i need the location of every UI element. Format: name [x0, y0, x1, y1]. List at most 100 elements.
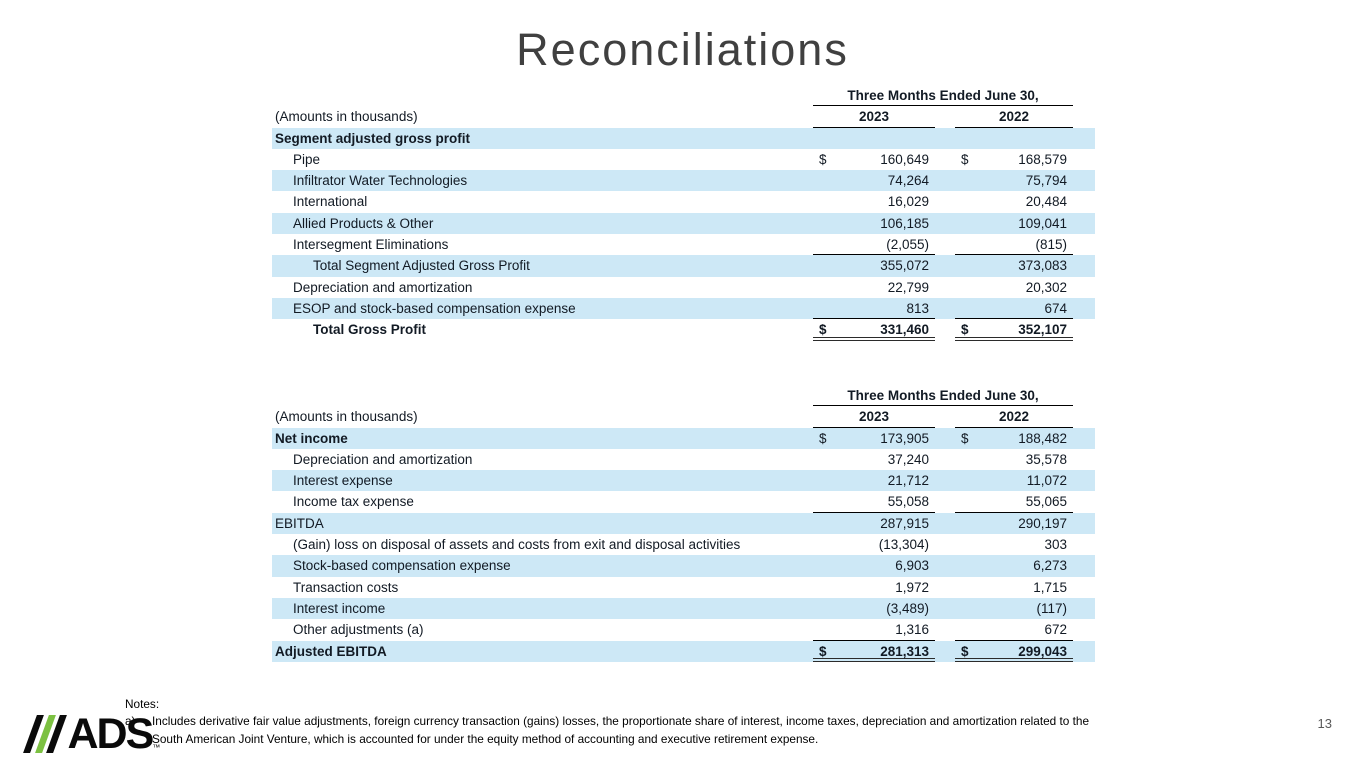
value-number: 16,029	[887, 194, 929, 210]
value-cell: 20,302	[955, 277, 1073, 298]
value-cell: 106,185	[813, 213, 935, 234]
value-cell: $352,107	[955, 319, 1073, 341]
row-tail	[1073, 470, 1095, 491]
value-number: 160,649	[880, 151, 929, 167]
page-title: Reconciliations	[516, 24, 849, 75]
row-label: Segment adjusted gross profit	[275, 130, 471, 146]
value-cell: 35,578	[955, 449, 1073, 470]
column-gap	[935, 319, 955, 340]
table-header-row: Three Months Ended June 30,	[272, 385, 1095, 407]
row-tail	[1073, 234, 1095, 255]
dollar-sign: $	[961, 322, 969, 338]
value-number: (3,489)	[886, 600, 929, 616]
row-label: Interest income	[293, 600, 386, 616]
value-number: 21,712	[887, 473, 929, 489]
value-number: 55,065	[1025, 494, 1067, 510]
row-tail	[1073, 428, 1095, 449]
table-row: Infiltrator Water Technologies 74,264 75,7…	[272, 170, 1095, 192]
value-number: (13,304)	[878, 537, 929, 553]
value-number: 173,905	[880, 430, 929, 446]
value-cell: $299,043	[955, 641, 1073, 662]
value-number: 290,197	[1018, 515, 1067, 531]
column-gap	[935, 170, 955, 191]
value-cell: 11,072	[955, 470, 1073, 491]
row-label: Net income	[275, 430, 348, 446]
table-header-row: (Amounts in thousands) 2023 2022	[272, 406, 1095, 428]
year-column-header: 2022	[955, 106, 1073, 128]
value-cell: 55,058	[813, 491, 935, 513]
value-cell: 37,240	[813, 449, 935, 470]
table-row: Segment adjusted gross profit	[272, 127, 1095, 149]
value-cell: (815)	[955, 234, 1073, 256]
dollar-sign: $	[819, 430, 827, 446]
value-cell: 21,712	[813, 470, 935, 491]
table-row: Other adjustments (a) 1,316 672	[272, 619, 1095, 641]
table-header-row: Three Months Ended June 30,	[272, 85, 1095, 107]
value-number: 22,799	[887, 279, 929, 295]
column-gap	[935, 491, 955, 512]
row-tail	[1073, 406, 1095, 427]
column-gap	[935, 406, 955, 427]
year-column-header: 2022	[955, 406, 1073, 428]
value-cell: 672	[955, 619, 1073, 641]
row-label: EBITDA	[275, 515, 324, 531]
table-row: EBITDA 287,915 290,197	[272, 512, 1095, 535]
value-number: (2,055)	[886, 237, 929, 253]
table-row: Income tax expense 55,058 55,065	[272, 491, 1095, 513]
column-gap	[935, 234, 955, 255]
value-number: 55,058	[887, 494, 929, 510]
column-gap	[935, 128, 955, 149]
amounts-label: (Amounts in thousands)	[275, 109, 418, 125]
row-tail	[1073, 513, 1095, 534]
year-column-header: 2023	[813, 406, 935, 428]
column-gap	[935, 213, 955, 234]
value-cell: $281,313	[813, 641, 935, 662]
value-number: 352,107	[1018, 322, 1067, 338]
note-marker: a)	[125, 714, 136, 728]
value-cell: (3,489)	[813, 598, 935, 619]
value-number: 11,072	[1026, 473, 1067, 489]
value-cell: 373,083	[955, 255, 1073, 276]
row-label: Depreciation and amortization	[293, 451, 473, 467]
table-row: Adjusted EBITDA $281,313 $299,043	[272, 640, 1095, 662]
row-tail	[1073, 277, 1095, 298]
value-number: 188,482	[1018, 430, 1067, 446]
column-gap	[935, 449, 955, 470]
table-row: Depreciation and amortization 22,799 20,30…	[272, 277, 1095, 298]
value-cell: 74,264	[813, 170, 935, 191]
logo-text: ADS	[67, 710, 155, 758]
table-row: ESOP and stock-based compensation expens…	[272, 297, 1095, 320]
period-header: Three Months Ended June 30,	[813, 85, 1073, 107]
row-tail	[1073, 598, 1095, 619]
table-row: Total Gross Profit $331,460 $352,107	[272, 319, 1095, 341]
value-number: (815)	[1035, 237, 1067, 253]
table-row: Intersegment Eliminations (2,055) (815)	[272, 234, 1095, 256]
value-cell	[813, 128, 935, 149]
row-label: Interest expense	[293, 473, 393, 489]
column-gap	[935, 555, 955, 576]
value-cell: 75,794	[955, 170, 1073, 191]
value-cell: 290,197	[955, 513, 1073, 534]
value-cell: (13,304)	[813, 534, 935, 555]
column-gap	[935, 106, 955, 127]
dollar-sign: $	[819, 643, 827, 659]
value-cell: 109,041	[955, 213, 1073, 234]
logo-trademark: ™	[152, 743, 161, 752]
value-cell: 1,972	[813, 577, 935, 598]
value-number: 168,579	[1018, 151, 1067, 167]
value-number: 1,715	[1033, 579, 1067, 595]
column-gap	[935, 641, 955, 662]
column-gap	[935, 255, 955, 276]
value-number: 672	[1044, 622, 1067, 638]
value-cell: $168,579	[955, 149, 1073, 170]
value-cell: 22,799	[813, 277, 935, 298]
value-number: 303	[1044, 537, 1067, 553]
value-cell: $188,482	[955, 428, 1073, 449]
row-label: Transaction costs	[293, 579, 399, 595]
value-cell: 674	[955, 298, 1073, 320]
column-gap	[935, 598, 955, 619]
row-label: Income tax expense	[293, 494, 414, 510]
dollar-sign: $	[819, 322, 827, 338]
table-row: Total Segment Adjusted Gross Profit 355,0…	[272, 255, 1095, 277]
value-number: 75,794	[1025, 173, 1067, 189]
